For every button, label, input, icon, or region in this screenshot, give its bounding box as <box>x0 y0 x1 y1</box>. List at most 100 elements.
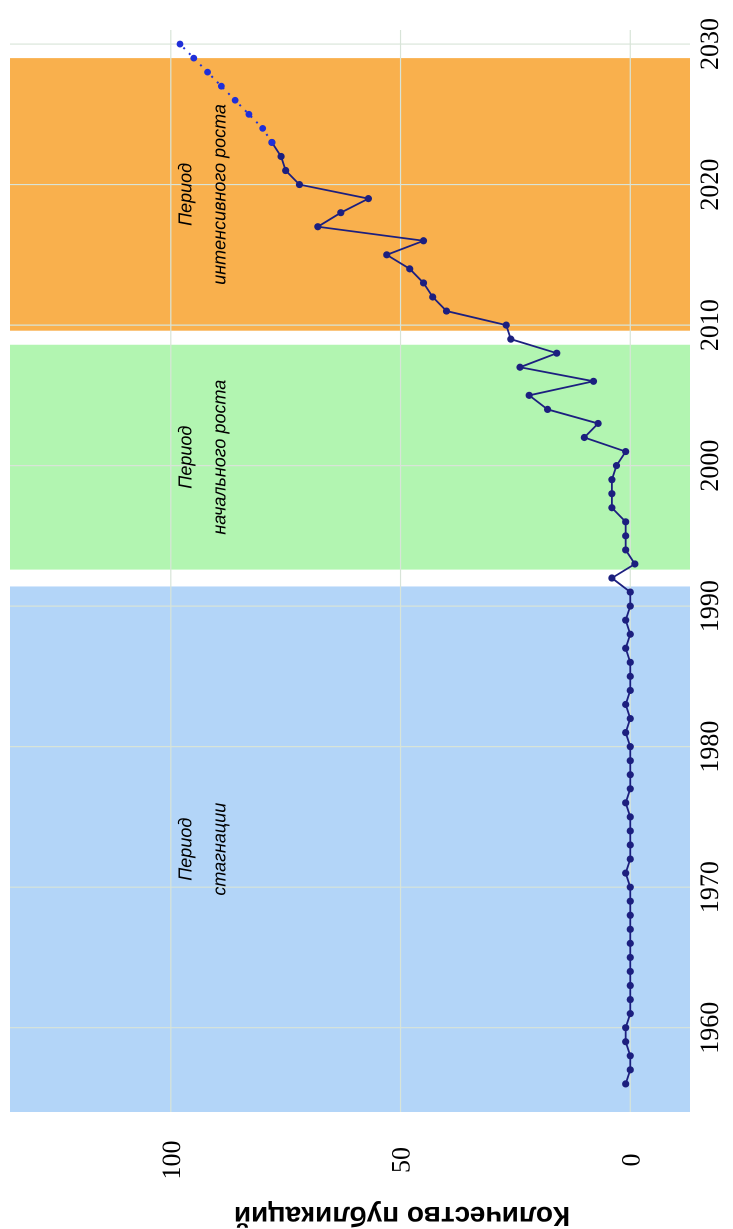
data-point <box>626 588 634 596</box>
forecast-point <box>190 54 198 62</box>
forecast-point <box>268 139 276 146</box>
data-point <box>631 560 639 568</box>
data-point <box>626 1052 634 1060</box>
data-point <box>364 195 372 203</box>
data-point <box>622 728 630 737</box>
period-label-line: интенсивного роста <box>210 104 230 285</box>
data-point <box>594 419 602 428</box>
data-point <box>429 293 437 301</box>
data-point <box>543 405 552 414</box>
x-tick-label-1970: 1970 <box>695 861 724 913</box>
data-point <box>442 307 451 315</box>
forecast-point <box>176 40 184 48</box>
period-band-1 <box>10 344 690 570</box>
y-axis-title: Количество публикаций <box>234 1201 570 1229</box>
data-point <box>622 644 630 652</box>
data-point <box>626 897 634 905</box>
data-point <box>608 476 616 484</box>
period-label-1: Период начального роста <box>175 380 229 535</box>
data-point <box>295 180 304 189</box>
data-point <box>622 1024 630 1032</box>
x-tick-label-1990: 1990 <box>695 580 724 632</box>
data-point <box>622 1080 630 1088</box>
forecast-point <box>217 82 225 90</box>
data-point <box>626 911 634 919</box>
data-point <box>626 939 634 947</box>
data-point <box>502 321 510 329</box>
data-point <box>626 602 634 610</box>
data-point <box>507 335 515 343</box>
x-tick-label-1960: 1960 <box>695 1002 724 1054</box>
data-point <box>622 518 630 526</box>
data-point <box>608 490 616 498</box>
forecast-point <box>231 96 239 104</box>
data-point <box>626 771 634 779</box>
data-point <box>626 883 634 891</box>
period-label-line: Период <box>175 818 195 881</box>
y-tick-label-0: 0 <box>616 1154 645 1167</box>
data-point <box>314 223 322 231</box>
data-point <box>580 433 588 442</box>
x-tick-labels: 1960 1970 1980 1990 2000 2010 2020 2030 <box>695 18 724 1054</box>
data-point <box>626 855 634 863</box>
data-point <box>626 714 634 723</box>
data-point <box>626 757 634 765</box>
y-tick-label-100: 100 <box>157 1141 186 1180</box>
data-point <box>553 349 561 357</box>
data-point <box>383 251 391 259</box>
data-point <box>626 813 634 821</box>
data-point <box>525 391 533 399</box>
forecast-point <box>259 124 267 132</box>
period-label-line: Период <box>175 426 195 489</box>
data-point <box>277 152 285 161</box>
data-point <box>626 827 634 835</box>
data-point <box>612 462 621 470</box>
data-point <box>337 209 345 217</box>
x-tick-label-2020: 2020 <box>695 159 724 211</box>
forecast-point <box>245 110 253 118</box>
x-tick-label-2030: 2030 <box>695 18 724 70</box>
period-label-2: Период интенсивного роста <box>175 104 229 285</box>
data-point <box>626 686 634 695</box>
data-point <box>626 743 634 751</box>
y-tick-labels: 0 50 100 <box>157 1141 645 1180</box>
data-point <box>406 265 414 273</box>
series-line-1 <box>179 43 273 143</box>
period-label-line: стагнации <box>210 803 230 896</box>
data-point <box>622 799 630 807</box>
data-point <box>419 237 428 245</box>
data-point <box>622 447 630 456</box>
period-bands <box>10 58 690 1112</box>
data-point <box>626 841 634 849</box>
x-tick-label-1980: 1980 <box>695 721 724 773</box>
series-layer <box>176 40 639 1088</box>
data-point <box>622 532 630 540</box>
data-point <box>626 630 634 638</box>
data-point <box>622 616 630 624</box>
data-point <box>626 785 634 793</box>
period-label-line: Период <box>175 163 195 226</box>
data-point <box>419 279 428 287</box>
data-point <box>626 658 634 666</box>
data-point <box>626 1066 634 1074</box>
data-point <box>608 574 616 582</box>
forecast-point <box>204 68 211 76</box>
data-point <box>622 700 630 709</box>
data-point <box>622 869 630 877</box>
data-point <box>626 995 634 1004</box>
data-point <box>626 981 634 990</box>
data-point <box>282 166 290 175</box>
x-tick-label-2000: 2000 <box>695 440 724 492</box>
data-point <box>608 504 616 512</box>
data-point <box>626 925 634 933</box>
y-tick-label-50: 50 <box>387 1147 416 1173</box>
data-point <box>626 953 634 962</box>
period-band-0 <box>10 586 690 1112</box>
data-point <box>626 672 634 680</box>
period-label-0: Период стагнации <box>175 803 229 896</box>
grid-lines <box>10 30 690 1112</box>
x-tick-label-2010: 2010 <box>695 299 724 351</box>
data-point <box>626 967 634 976</box>
